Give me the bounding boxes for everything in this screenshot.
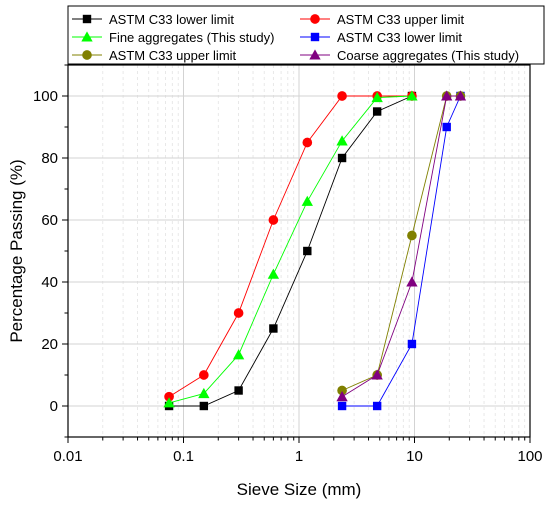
x-tick-label: 0.1 [173,448,194,465]
data-point [406,90,418,101]
data-point [442,122,451,132]
data-point [233,308,244,318]
series-3 [163,90,418,408]
y-tick-label: 0 [50,398,58,415]
legend-item: Coarse aggregates (This study) [300,48,519,63]
data-point [337,91,347,101]
legend-marker [82,14,92,24]
legend-marker [309,49,321,60]
legend-marker [81,31,93,42]
legend-label: Fine aggregates (This study) [109,30,274,45]
data-point [199,370,209,380]
legend-item: ASTM C33 upper limit [300,12,465,27]
data-point [163,397,175,408]
legend-label: Coarse aggregates (This study) [337,48,519,63]
legend-label: ASTM C33 lower limit [337,30,462,45]
x-tick-label: 1 [295,448,303,465]
series-line [169,95,413,407]
series-4 [337,91,465,411]
data-point [301,195,313,206]
y-tick-label: 60 [41,212,58,229]
data-point [302,137,313,148]
series-2 [164,91,417,402]
legend-item: ASTM C33 lower limit [72,12,234,27]
x-tick-label: 10 [406,448,423,465]
data-point [371,369,383,380]
y-tick-label: 100 [33,88,58,105]
data-point [337,401,347,411]
series-line [342,95,461,407]
data-point [372,107,382,116]
data-point [372,401,382,411]
grid [67,65,531,437]
x-tick-label: 100 [517,448,542,465]
series-line [341,95,461,398]
legend-marker [310,32,320,42]
legend-item: ASTM C33 lower limit [300,30,462,45]
x-axis-title: Sieve Size (mm) [237,480,362,499]
data-point [407,230,417,241]
series-line [168,95,412,404]
data-point [232,349,245,360]
data-point [198,387,210,399]
y-tick-label: 80 [41,150,58,167]
series-line [341,95,461,391]
series-1 [164,91,417,411]
data-point [441,90,453,101]
legend-item: ASTM C33 upper limit [72,48,237,63]
data-point [336,391,348,402]
data-point [164,391,174,402]
legend-box [67,5,545,65]
y-tick-label: 40 [41,274,58,291]
data-point [303,246,312,256]
series-5 [337,91,466,396]
x-tick-label: 0.01 [53,448,82,465]
y-tick-label: 20 [41,336,58,353]
legend-marker [310,14,320,24]
data-point [269,324,278,333]
y-axis-title: Percentage Passing (%) [7,159,26,342]
legend-item: Fine aggregates (This study) [72,30,274,45]
data-point [407,339,417,349]
series-6 [336,90,467,402]
data-point [268,215,279,225]
data-point [406,276,418,287]
legend: ASTM C33 lower limit ASTM C33 upper limit… [67,5,545,65]
data-point [337,385,347,396]
data-point [454,90,467,101]
legend-label: ASTM C33 lower limit [109,12,234,27]
data-point [336,135,348,146]
data-point [337,153,347,163]
legend-label: ASTM C33 upper limit [109,48,237,63]
ticks: 0.01 0.1 1 10 100 0 20 40 60 80 100 [33,64,543,465]
data-point [199,401,209,411]
series-line [168,95,412,398]
data-point [267,268,280,279]
legend-label: ASTM C33 upper limit [337,12,465,27]
series-layer [163,90,467,411]
legend-marker [82,50,92,60]
data-point [234,386,243,395]
data-point [371,91,383,103]
